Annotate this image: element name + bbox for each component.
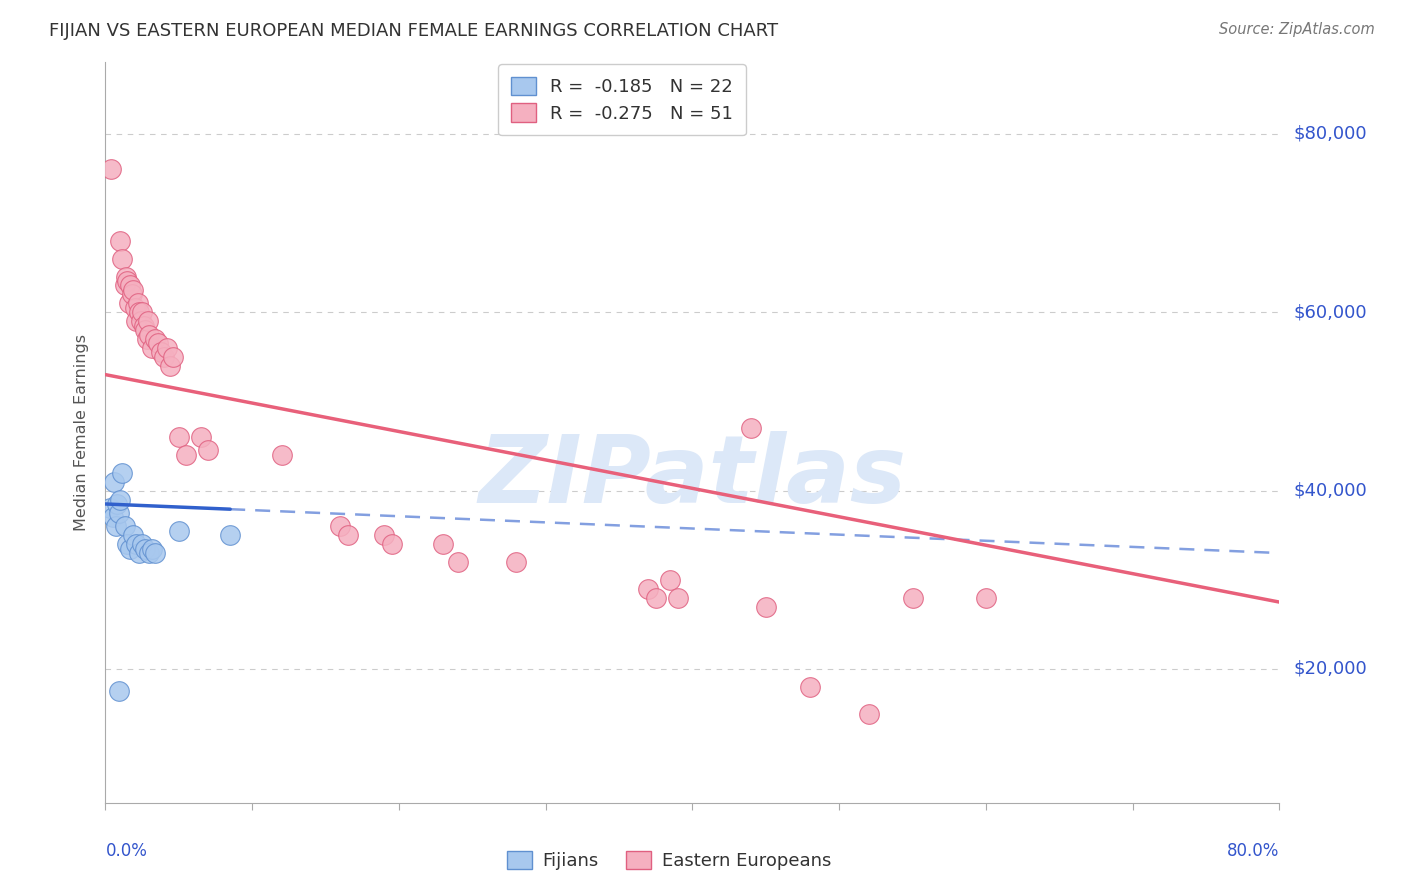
- Point: [143, 332, 166, 346]
- Point: [131, 305, 153, 319]
- Point: [131, 537, 153, 551]
- Point: [446, 555, 468, 569]
- Point: [103, 475, 125, 489]
- Point: [141, 541, 163, 556]
- Point: [174, 448, 197, 462]
- Point: [740, 421, 762, 435]
- Point: [100, 162, 122, 177]
- Point: [134, 323, 156, 337]
- Point: [143, 546, 166, 560]
- Point: [135, 332, 157, 346]
- Point: [108, 492, 131, 507]
- Point: [117, 274, 139, 288]
- Point: [666, 591, 689, 605]
- Text: -0.275: -0.275: [569, 119, 627, 136]
- Point: [121, 287, 143, 301]
- Point: [138, 546, 160, 560]
- Point: [120, 541, 142, 556]
- Point: [141, 341, 163, 355]
- Legend: Fijians, Eastern Europeans: Fijians, Eastern Europeans: [498, 841, 841, 879]
- Text: $20,000: $20,000: [1294, 660, 1367, 678]
- Point: [120, 278, 142, 293]
- Point: [132, 318, 155, 333]
- Point: [107, 506, 129, 520]
- Text: 0.0%: 0.0%: [105, 842, 148, 860]
- Point: [122, 283, 145, 297]
- Point: [659, 573, 682, 587]
- Text: 80.0%: 80.0%: [1227, 842, 1279, 860]
- Point: [138, 327, 160, 342]
- Point: [127, 296, 149, 310]
- Text: $40,000: $40,000: [1294, 482, 1367, 500]
- Point: [858, 706, 880, 721]
- Text: -0.185: -0.185: [569, 87, 627, 104]
- Point: [101, 510, 124, 524]
- Point: [432, 537, 454, 551]
- Point: [110, 252, 132, 266]
- Point: [125, 537, 148, 551]
- Point: [974, 591, 997, 605]
- Point: [110, 466, 132, 480]
- Point: [114, 519, 136, 533]
- Point: [197, 443, 219, 458]
- Point: [336, 528, 359, 542]
- Point: [219, 528, 242, 542]
- Point: [373, 528, 395, 542]
- Point: [159, 359, 181, 373]
- Point: [153, 350, 176, 364]
- Point: [167, 524, 190, 538]
- Point: [107, 684, 129, 698]
- Point: [381, 537, 404, 551]
- Text: 51: 51: [695, 119, 717, 136]
- Point: [108, 234, 131, 248]
- Point: [799, 680, 821, 694]
- Point: [136, 314, 159, 328]
- Point: [190, 430, 212, 444]
- Point: [156, 341, 179, 355]
- Point: [122, 528, 145, 542]
- Point: [104, 519, 127, 533]
- Point: [125, 314, 148, 328]
- Point: [644, 591, 666, 605]
- Point: [129, 314, 152, 328]
- Text: $80,000: $80,000: [1294, 125, 1367, 143]
- Point: [637, 582, 659, 596]
- Point: [901, 591, 924, 605]
- Text: Source: ZipAtlas.com: Source: ZipAtlas.com: [1219, 22, 1375, 37]
- Point: [755, 599, 778, 614]
- Point: [150, 345, 173, 359]
- Point: [117, 537, 139, 551]
- Point: [505, 555, 527, 569]
- Point: [148, 336, 170, 351]
- Y-axis label: Median Female Earnings: Median Female Earnings: [73, 334, 89, 531]
- Point: [134, 541, 156, 556]
- Text: $60,000: $60,000: [1294, 303, 1367, 321]
- Point: [270, 448, 292, 462]
- Text: 22: 22: [695, 87, 718, 104]
- Text: FIJIAN VS EASTERN EUROPEAN MEDIAN FEMALE EARNINGS CORRELATION CHART: FIJIAN VS EASTERN EUROPEAN MEDIAN FEMALE…: [49, 22, 779, 40]
- Point: [124, 301, 146, 315]
- Point: [115, 269, 138, 284]
- Point: [128, 546, 150, 560]
- Text: ZIPatlas: ZIPatlas: [478, 431, 907, 523]
- Point: [167, 430, 190, 444]
- Point: [114, 278, 136, 293]
- Point: [98, 501, 121, 516]
- Point: [329, 519, 352, 533]
- Point: [105, 497, 128, 511]
- Point: [118, 296, 141, 310]
- Point: [162, 350, 184, 364]
- Point: [128, 305, 150, 319]
